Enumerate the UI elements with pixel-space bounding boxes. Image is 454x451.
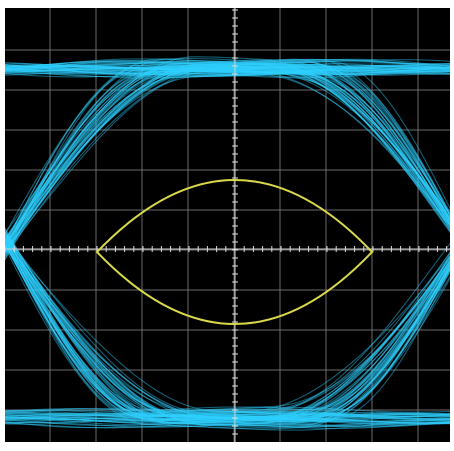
oscilloscope-screen xyxy=(0,0,454,451)
page: (() => { const data = JSON.parse(documen… xyxy=(0,0,454,451)
